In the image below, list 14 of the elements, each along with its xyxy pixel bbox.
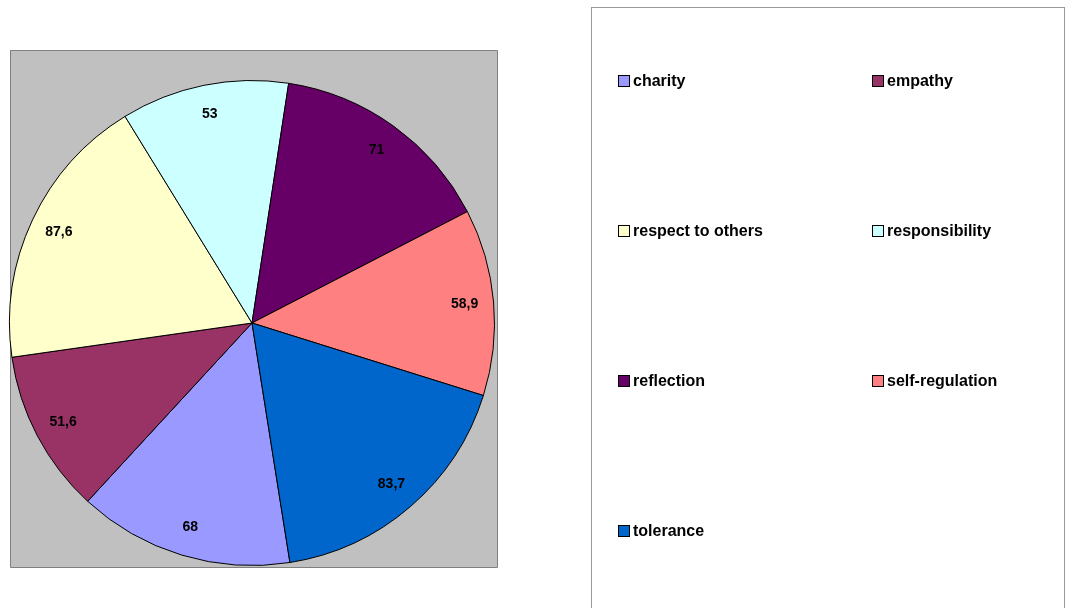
- data-label: 87,6: [45, 223, 73, 240]
- legend-label: charity: [633, 72, 686, 90]
- data-label: 68: [182, 518, 199, 535]
- data-label: 51,6: [49, 413, 77, 430]
- data-label: 71: [368, 140, 385, 157]
- data-label: 58,9: [450, 295, 479, 312]
- data-label: 83,7: [377, 475, 406, 492]
- legend-label: tolerance: [633, 522, 705, 540]
- legend-label: responsibility: [887, 222, 992, 240]
- legend-label: respect to others: [633, 222, 763, 240]
- legend-label: self-regulation: [887, 372, 998, 390]
- data-label: 53: [201, 104, 218, 121]
- legend-label: reflection: [633, 372, 706, 390]
- legend-label: empathy: [887, 72, 953, 90]
